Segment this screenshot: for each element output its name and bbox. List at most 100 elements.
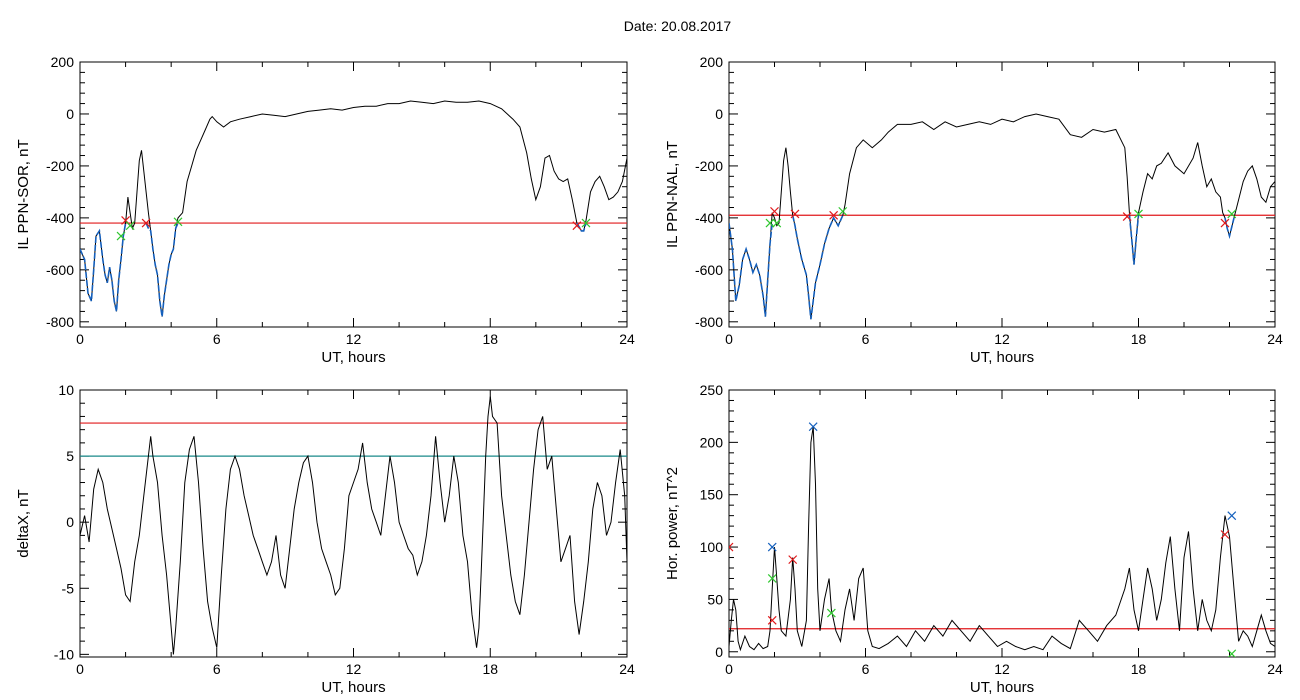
- marker-red: [790, 209, 800, 219]
- plot-frame: [79, 389, 628, 658]
- marker-red: [788, 555, 798, 565]
- marker-red: [572, 221, 582, 231]
- highlight-segment: [1224, 217, 1235, 240]
- marker-green: [125, 221, 135, 231]
- marker-blue: [767, 542, 777, 552]
- y-tick-label: -10: [54, 646, 74, 662]
- y-tick-label: 0: [715, 644, 723, 660]
- marker-green: [838, 206, 848, 216]
- x-tick-label: 12: [994, 331, 1010, 347]
- marker-green: [1227, 649, 1237, 657]
- highlight-segment: [80, 222, 127, 312]
- marker-green: [767, 574, 777, 583]
- x-tick-label: 18: [1131, 661, 1147, 677]
- y-tick-label: 10: [58, 382, 74, 398]
- plot-frame: [728, 389, 1276, 658]
- highlight-segment: [1128, 215, 1140, 265]
- marker-red: [1122, 212, 1132, 222]
- marker-red: [767, 615, 777, 625]
- marker-red: [729, 542, 734, 552]
- y-tick-label: 200: [51, 54, 75, 70]
- y-tick-label: -800: [695, 314, 723, 330]
- y-tick-label: -400: [46, 210, 74, 226]
- x-tick-label: 6: [213, 331, 221, 347]
- panel-ppn-sor: 0 6 12 18 24 -800 -600 -400 -200 0 200 UT, hours IL …: [15, 54, 635, 366]
- y-tick-label: 100: [700, 539, 724, 555]
- x-tick-label: 6: [862, 331, 870, 347]
- marker-green: [772, 218, 782, 228]
- y-axis-label: deltaX, nT: [15, 489, 32, 557]
- y-tick-label: -200: [695, 158, 723, 174]
- y-tick-label: -200: [46, 158, 74, 174]
- x-axis-label: UT, hours: [970, 679, 1034, 696]
- y-tick-label: -600: [695, 262, 723, 278]
- x-axis-label: UT, hours: [321, 349, 385, 366]
- marker-red: [1220, 218, 1230, 228]
- marker-red: [141, 218, 151, 228]
- y-axis-label: IL PPN-NAL, nT: [664, 141, 681, 248]
- series-line: [80, 100, 627, 317]
- x-tick-label: 24: [619, 331, 635, 347]
- marker-green: [116, 231, 126, 241]
- marker-green: [765, 218, 775, 228]
- marker-red: [770, 206, 779, 216]
- y-tick-label: 0: [715, 106, 723, 122]
- y-tick-label: 250: [700, 382, 724, 398]
- highlight-segment: [145, 222, 179, 317]
- plot-area: [80, 396, 627, 655]
- y-tick-label: 5: [66, 448, 74, 464]
- marker-red: [1220, 530, 1230, 539]
- plot-frame: [728, 61, 1276, 328]
- y-tick-label: -400: [695, 210, 723, 226]
- y-tick-label: -600: [46, 262, 74, 278]
- y-tick-label: 0: [66, 106, 74, 122]
- marker-green: [826, 608, 836, 618]
- highlight-segment: [729, 222, 773, 317]
- marker-red: [829, 210, 839, 220]
- x-tick-label: 0: [725, 661, 733, 677]
- x-tick-label: 24: [1267, 661, 1283, 677]
- plot-area: [729, 113, 1275, 320]
- highlight-segment: [791, 214, 844, 320]
- x-tick-label: 12: [994, 661, 1010, 677]
- x-tick-label: 0: [725, 331, 733, 347]
- x-tick-label: 0: [76, 661, 84, 677]
- x-tick-label: 6: [213, 661, 221, 677]
- marker-green: [1134, 209, 1143, 219]
- y-tick-label: 200: [700, 54, 724, 70]
- series-line: [80, 396, 627, 655]
- y-tick-label: -5: [62, 580, 75, 596]
- x-tick-label: 24: [1267, 331, 1283, 347]
- panel-delta-x: 0 6 12 18 24 -10 -5 0 5 10 UT, hours deltaX, nT: [15, 382, 635, 696]
- plot-area: [729, 422, 1275, 657]
- plot-area: [80, 100, 627, 317]
- x-tick-label: 18: [482, 661, 498, 677]
- page-title: Date: 20.08.2017: [623, 18, 732, 34]
- x-tick-label: 6: [862, 661, 870, 677]
- marker-green: [173, 217, 183, 227]
- plot-frame: [79, 61, 628, 328]
- y-tick-label: 0: [66, 514, 74, 530]
- marker-green: [1227, 209, 1237, 219]
- x-tick-label: 24: [619, 661, 635, 677]
- series-line: [729, 113, 1275, 320]
- y-tick-label: 50: [707, 591, 723, 607]
- x-axis-label: UT, hours: [970, 349, 1034, 366]
- marker-green: [581, 218, 591, 228]
- y-tick-label: 150: [700, 487, 724, 503]
- x-tick-label: 18: [1131, 331, 1147, 347]
- marker-blue: [1227, 511, 1237, 521]
- panel-ppn-nal: 0 6 12 18 24 -800 -600 -400 -200 0 200 UT, hours IL …: [664, 54, 1283, 366]
- panel-hor-power: 0 6 12 18 24 0 50 100 150 200 250 UT, hours Hor. pow…: [664, 382, 1283, 696]
- y-axis-label: Hor. power, nT^2: [664, 467, 681, 580]
- series-line: [729, 426, 1275, 652]
- x-tick-label: 12: [346, 331, 362, 347]
- marker-blue: [808, 422, 818, 432]
- highlight-segment: [576, 222, 587, 232]
- x-tick-label: 18: [482, 331, 498, 347]
- y-axis-label: IL PPN-SOR, nT: [15, 139, 32, 249]
- y-tick-label: -800: [46, 314, 74, 330]
- x-axis-label: UT, hours: [321, 679, 385, 696]
- x-tick-label: 12: [346, 661, 362, 677]
